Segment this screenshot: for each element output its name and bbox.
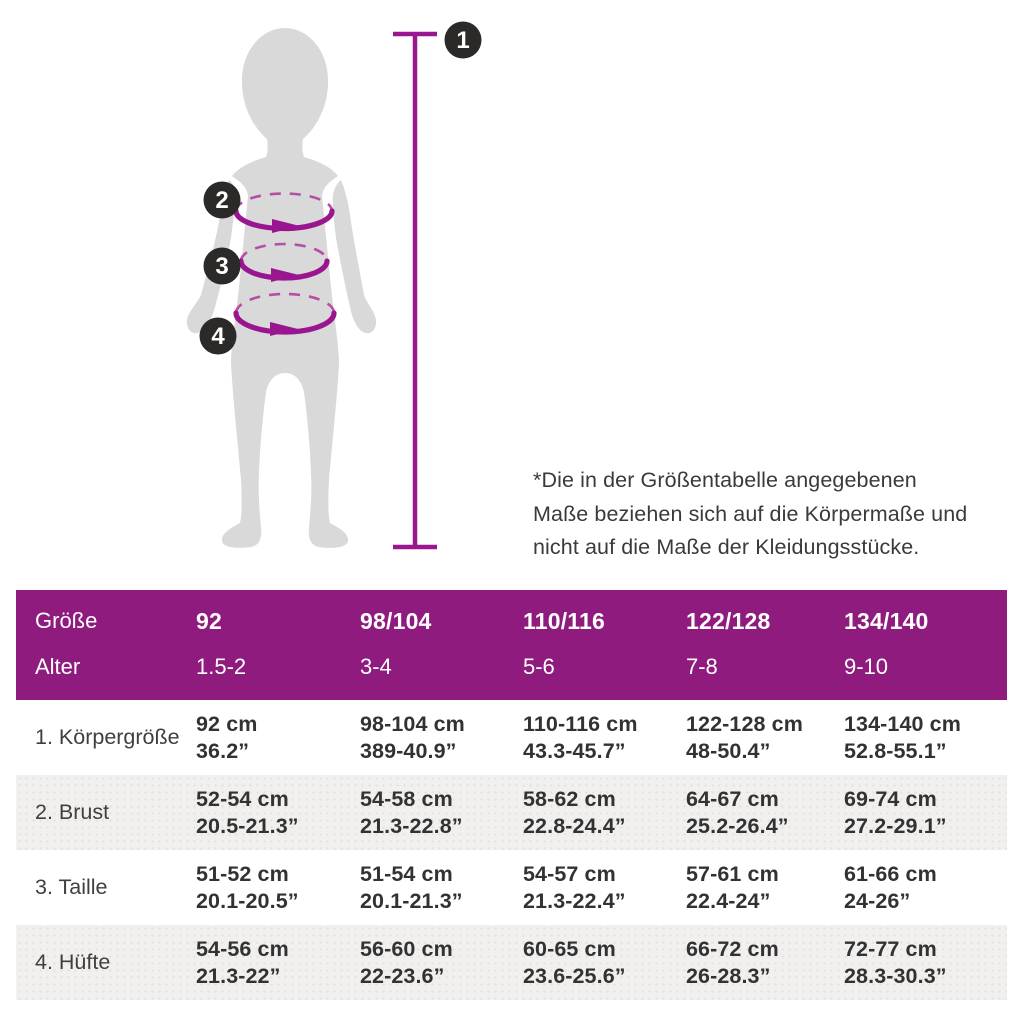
age-column-value: 7-8	[686, 654, 718, 679]
measurement-cell: 54-56 cm 21.3-22”	[196, 936, 289, 988]
measurement-cell: 64-67 cm 25.2-26.4”	[686, 786, 789, 838]
measurement-cell: 54-57 cm 21.3-22.4”	[523, 861, 626, 913]
svg-text:4: 4	[211, 323, 225, 350]
disclaimer-note: *Die in der Größentabelle angegebenen Ma…	[533, 464, 967, 565]
child-silhouette-body	[221, 28, 349, 548]
measurement-cell: 51-52 cm 20.1-20.5”	[196, 861, 299, 913]
measurement-cell: 54-58 cm 21.3-22.8”	[360, 786, 463, 838]
height-marker-badge: 1	[444, 21, 482, 59]
chest-marker-badge: 2	[203, 181, 241, 219]
hip-marker-badge: 4	[199, 317, 237, 355]
size-column-header: 134/140	[844, 607, 929, 634]
age-column-value: 5-6	[523, 654, 555, 679]
measurement-cell: 61-66 cm 24-26”	[844, 861, 937, 913]
age-column-value: 1.5-2	[196, 654, 247, 679]
row-label: 4. Hüfte	[35, 950, 111, 974]
chest-band-arrow	[272, 219, 300, 233]
svg-text:3: 3	[215, 253, 228, 280]
table-row-huefte: 4. Hüfte 54-56 cm 21.3-22” 56-60 cm 22-23.…	[16, 925, 1007, 1000]
size-column-header: 92	[196, 607, 222, 634]
svg-text:1: 1	[456, 27, 469, 54]
measurement-cell: 57-61 cm 22.4-24”	[686, 861, 779, 913]
waist-band	[238, 242, 330, 282]
size-table: Größe 92 98/104 110/116 122/128 134/140 …	[16, 590, 1007, 1000]
measurement-cell: 72-77 cm 28.3-30.3”	[844, 936, 947, 988]
row-label: 2. Brust	[35, 800, 110, 824]
waist-band-arrow	[271, 268, 299, 282]
size-column-header: 122/128	[686, 607, 771, 634]
row-label: 1. Körpergröße	[35, 725, 180, 749]
measurement-cell: 122-128 cm 48-50.4”	[686, 711, 803, 763]
measurement-cell: 52-54 cm 20.5-21.3”	[196, 786, 299, 838]
height-ruler	[393, 31, 437, 550]
table-row-koerpergroesse: 1. Körpergröße 92 cm 36.2” 98-104 cm 389-4…	[16, 700, 1007, 775]
table-row-taille: 3. Taille 51-52 cm 20.1-20.5” 51-54 cm 20.…	[16, 850, 1007, 925]
measurement-cell: 110-116 cm 43.3-45.7”	[523, 711, 638, 763]
measurement-cell: 60-65 cm 23.6-25.6”	[523, 936, 626, 988]
measurement-cell: 98-104 cm 389-40.9”	[360, 711, 465, 763]
svg-text:2: 2	[215, 187, 228, 214]
measurement-cell: 69-74 cm 27.2-29.1”	[844, 786, 947, 838]
size-column-header: 110/116	[523, 607, 606, 634]
age-column-value: 9-10	[844, 654, 889, 679]
hip-band-arrow	[270, 322, 298, 336]
measurement-cell: 58-62 cm 22.8-24.4”	[523, 786, 626, 838]
age-column-value: 3-4	[360, 654, 392, 679]
age-row-label: Alter	[35, 654, 81, 679]
measurement-cell: 56-60 cm 22-23.6”	[360, 936, 453, 988]
table-header: Größe 92 98/104 110/116 122/128 134/140 …	[16, 590, 1007, 700]
size-column-header: 98/104	[360, 607, 432, 634]
disclaimer-line: Maße beziehen sich auf die Körpermaße un…	[533, 501, 968, 526]
disclaimer-line: *Die in der Größentabelle angegebenen	[533, 468, 917, 492]
measurement-cell: 134-140 cm 52.8-55.1”	[844, 711, 961, 763]
measurement-cell: 66-72 cm 26-28.3”	[686, 936, 779, 988]
measurement-figure: 1 2 3 4	[186, 21, 482, 550]
chest-band	[233, 192, 335, 233]
waist-marker-badge: 3	[203, 247, 241, 285]
measurement-cell: 51-54 cm 20.1-21.3”	[360, 861, 463, 913]
table-row-brust: 2. Brust 52-54 cm 20.5-21.3” 54-58 cm 21.3…	[16, 775, 1007, 850]
disclaimer-line: nicht auf die Maße der Kleidungsstücke.	[533, 535, 920, 559]
child-silhouette-right-arm	[332, 180, 377, 334]
row-label: 3. Taille	[35, 875, 108, 899]
size-row-label: Größe	[35, 608, 98, 633]
hip-band	[233, 292, 337, 336]
measurement-cell: 92 cm 36.2”	[196, 711, 258, 763]
